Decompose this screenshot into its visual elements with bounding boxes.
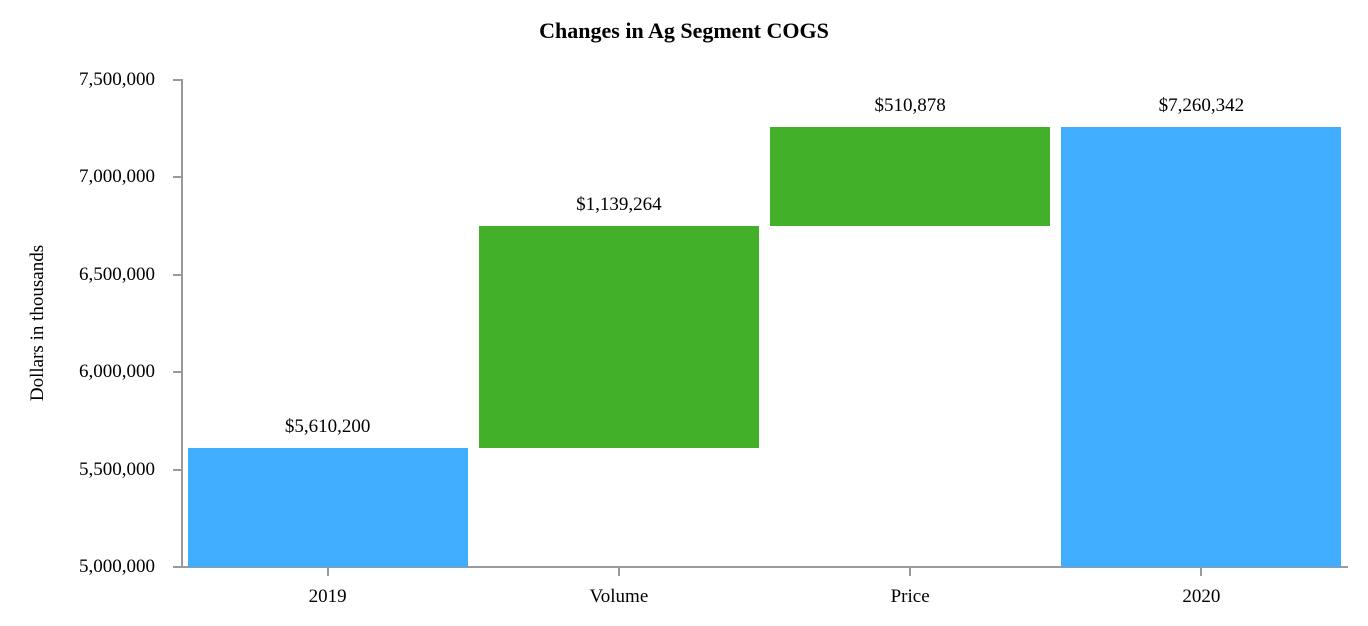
y-tick	[173, 273, 182, 276]
data-label-volume: $1,139,264	[576, 194, 662, 216]
x-tick-label: 2019	[308, 586, 347, 607]
chart-title: Changes in Ag Segment COGS	[539, 18, 829, 43]
x-tick	[909, 567, 912, 576]
x-tick-label: Price	[890, 586, 930, 607]
y-tick-label: 6,500,000	[79, 263, 155, 285]
y-tick-label: 5,500,000	[79, 458, 155, 480]
y-tick	[173, 371, 182, 374]
y-tick-label: 5,000,000	[79, 556, 155, 577]
data-label-2020: $7,260,342	[1158, 94, 1245, 116]
x-tick	[326, 567, 329, 576]
y-tick	[173, 566, 182, 568]
y-axis-label: Dollars in thousands	[27, 244, 48, 402]
y-tick-label: 7,500,000	[79, 69, 155, 90]
bar-price	[770, 126, 1051, 227]
x-tick	[617, 567, 620, 576]
bar-volume	[478, 226, 759, 449]
x-tick-label: Volume	[589, 586, 649, 607]
y-tick	[173, 468, 182, 471]
data-label-2019: $5,610,200	[284, 416, 371, 438]
y-tick	[173, 176, 182, 179]
y-tick-label: 6,000,000	[79, 361, 155, 383]
y-axis-line	[181, 79, 183, 568]
x-tick	[1200, 567, 1203, 576]
y-tick-label: 7,000,000	[79, 166, 155, 188]
bar-2020	[1061, 126, 1342, 567]
x-tick-label: 2020	[1182, 586, 1221, 607]
y-tick	[173, 79, 182, 81]
bar-2019	[187, 448, 468, 567]
x-axis-line	[173, 566, 1348, 568]
data-label-price: $510,878	[874, 94, 946, 116]
